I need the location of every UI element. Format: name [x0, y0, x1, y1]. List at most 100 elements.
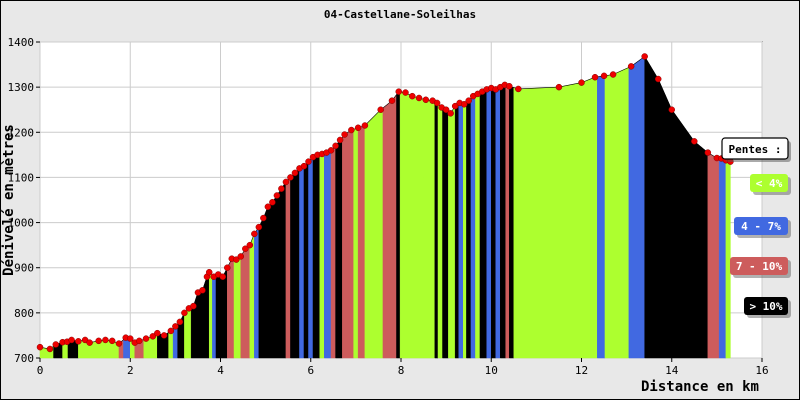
y-tick-label: 1400 — [8, 36, 35, 49]
x-tick-label: 4 — [217, 364, 224, 377]
profile-points — [36, 53, 734, 353]
legend-label: > 10% — [749, 300, 782, 313]
y-tick-label: 1000 — [8, 217, 35, 230]
profile-point — [447, 110, 454, 117]
slope-band-7to10 — [382, 93, 397, 359]
profile-point — [300, 162, 308, 170]
profile-point — [102, 336, 109, 344]
profile-point — [154, 329, 161, 337]
legend-title-box — [721, 137, 789, 160]
profile-point — [233, 256, 240, 263]
x-tick-label: 10 — [485, 364, 498, 377]
slope-band-lt4 — [513, 76, 598, 359]
profile-point — [555, 83, 563, 91]
slope-band-4to7 — [212, 274, 217, 359]
slope-band-lt4 — [208, 271, 213, 359]
slope-band-gt10 — [434, 101, 439, 359]
slope-band-7to10 — [240, 244, 251, 359]
profile-point — [205, 268, 213, 276]
slope-band-lt4 — [319, 152, 325, 359]
slope-band-lt4 — [399, 91, 424, 359]
slope-band-gt10 — [303, 161, 309, 359]
x-tick-label: 12 — [575, 364, 588, 377]
slope-band-gt10 — [215, 267, 228, 359]
profile-point — [46, 345, 54, 353]
x-tick-label: 14 — [665, 364, 679, 377]
profile-point — [75, 338, 82, 345]
y-tick-label: 1300 — [8, 81, 35, 94]
profile-point — [95, 337, 102, 345]
profile-point — [327, 147, 335, 154]
profile-point — [377, 106, 384, 113]
profile-point — [264, 203, 272, 211]
profile-point — [199, 287, 206, 294]
slope-band-4to7 — [470, 94, 476, 359]
profile-point — [251, 230, 258, 238]
slope-band-7to10 — [342, 128, 354, 359]
slope-band-4to7 — [308, 156, 314, 359]
slope-band-gt10 — [335, 136, 343, 359]
slope-band-gt10 — [312, 154, 321, 359]
slope-band-gt10 — [500, 84, 506, 359]
profile-point — [395, 88, 402, 95]
profile-point — [160, 332, 168, 339]
legend-label: 4 - 7% — [741, 220, 781, 233]
profile-point — [361, 122, 369, 129]
profile-point — [654, 75, 662, 83]
profile-point — [348, 126, 355, 134]
slope-band-gt10 — [479, 88, 487, 359]
profile-point — [336, 136, 344, 144]
profile-point — [422, 96, 430, 104]
profile-point — [115, 340, 123, 347]
slope-band-4to7 — [597, 75, 606, 359]
x-tick-label: 2 — [127, 364, 134, 377]
slope-band-lt4 — [725, 159, 731, 359]
slope-band-gt10 — [442, 107, 449, 359]
profile-point — [341, 131, 348, 138]
profile-point — [291, 169, 299, 177]
y-tick-label: 1200 — [8, 126, 35, 139]
profile-point — [86, 339, 93, 346]
x-tick-label: 8 — [398, 364, 405, 377]
profile-point — [305, 158, 312, 165]
profile-point — [409, 92, 416, 100]
legend-title: Pentes : — [729, 143, 782, 156]
profile-point — [668, 106, 675, 113]
profile-point — [600, 72, 608, 80]
profile-point — [415, 94, 423, 102]
slope-band-lt4 — [463, 101, 467, 359]
profile-point — [181, 309, 188, 317]
profile-point — [433, 99, 441, 107]
profile-point — [332, 142, 339, 150]
profile-point — [388, 97, 396, 104]
profile-point — [609, 71, 617, 78]
chart-title: 04-Castellane-Soleilhas — [324, 8, 476, 21]
slope-band-7to10 — [285, 176, 291, 359]
slope-band-7to10 — [330, 145, 336, 359]
slope-band-4to7 — [254, 226, 260, 359]
y-tick-label: 800 — [14, 307, 34, 320]
slope-band-7to10 — [505, 84, 510, 359]
y-axis-label: Dénivelé en mètres — [1, 124, 17, 276]
profile-point — [255, 223, 263, 231]
profile-point — [219, 273, 227, 280]
profile-point — [641, 53, 648, 60]
slope-band-4to7 — [495, 86, 501, 359]
legend-swatch — [734, 217, 788, 235]
profile-point — [142, 335, 150, 342]
slope-band-lt4 — [604, 67, 630, 359]
y-tick-label: 900 — [14, 262, 34, 275]
profile-point — [136, 337, 143, 345]
legend-swatch — [750, 174, 788, 192]
profile-point — [354, 124, 362, 132]
profile-point — [627, 63, 635, 70]
legend-label: 7 - 10% — [736, 260, 783, 273]
profile-point — [591, 73, 599, 81]
profile-point — [167, 327, 175, 335]
slope-band-4to7 — [324, 149, 332, 359]
slope-band-lt4 — [448, 105, 456, 359]
slope-band-gt10 — [509, 85, 515, 359]
slope-band-lt4 — [353, 127, 359, 359]
slope-band-lt4 — [423, 98, 436, 359]
